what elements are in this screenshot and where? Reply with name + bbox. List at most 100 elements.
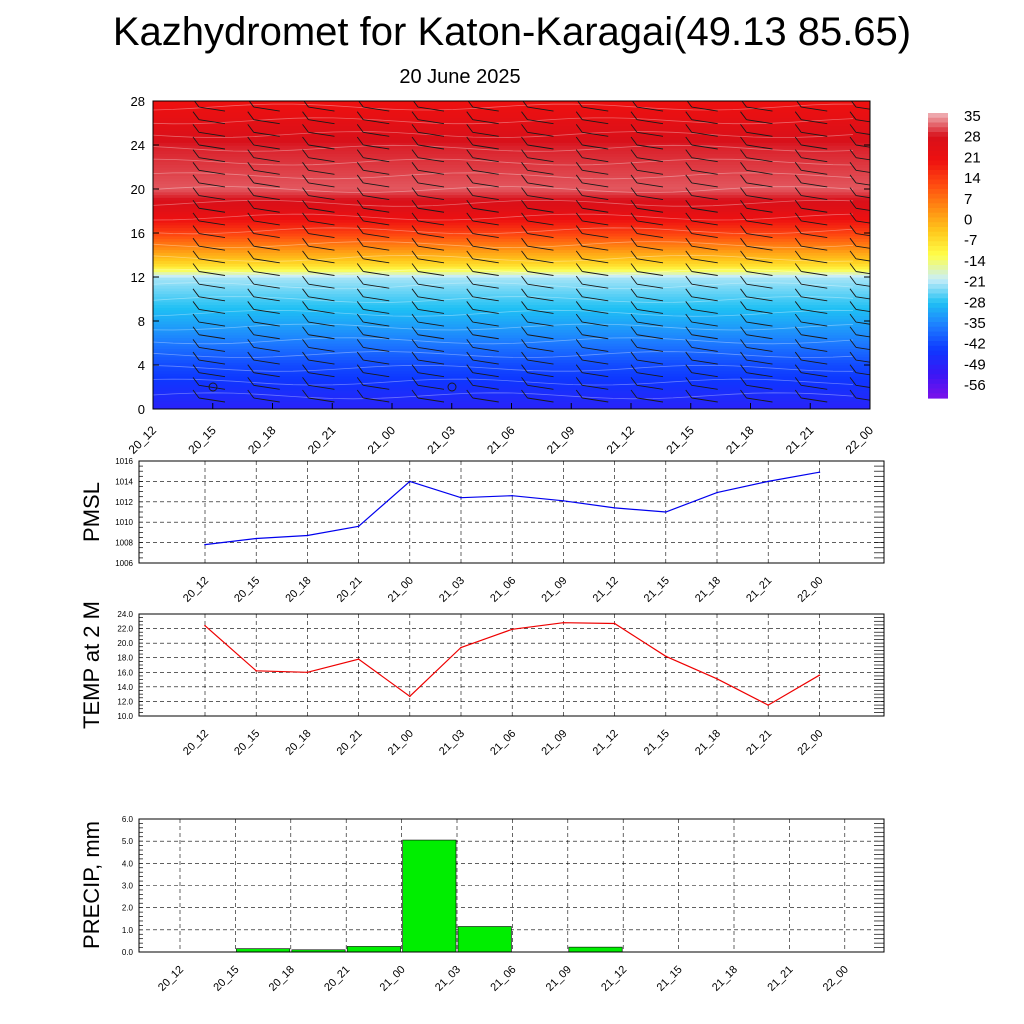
data-point	[562, 499, 565, 502]
wind-barb	[192, 199, 226, 213]
wind-barb	[685, 288, 718, 302]
wind-barb	[630, 313, 664, 327]
wind-barb	[356, 288, 390, 302]
heatmap-band	[153, 252, 870, 256]
contour-line	[153, 392, 854, 400]
wind-barb	[356, 162, 390, 175]
wind-barb	[247, 174, 280, 188]
wind-barb	[247, 326, 280, 340]
colorbar-segment	[928, 132, 948, 138]
wind-barb	[521, 250, 554, 264]
wind-barb	[192, 111, 226, 125]
x-tick-label: 21_00	[386, 575, 416, 605]
data-point	[665, 655, 667, 658]
heatmap-band	[153, 389, 870, 394]
colorbar-segment	[928, 174, 948, 181]
colorbar-segment	[928, 212, 948, 219]
wind-barb	[356, 301, 390, 314]
wind-barb	[521, 301, 554, 314]
colorbar-segment	[928, 360, 948, 366]
wind-barb	[521, 237, 554, 251]
wind-barb	[411, 225, 445, 238]
wind-barb	[794, 162, 828, 175]
wind-barb	[740, 149, 773, 163]
heatmap-band	[153, 158, 870, 163]
y-tick-label: 1014	[115, 477, 133, 486]
wind-barb	[794, 263, 828, 276]
wind-barb	[575, 187, 609, 201]
wind-barb	[192, 288, 226, 302]
wind-barb	[794, 389, 828, 403]
colorbar-segment	[928, 364, 948, 371]
wind-barb	[521, 187, 554, 201]
wind-barb	[796, 101, 828, 112]
heatmap-band	[153, 337, 870, 341]
wind-barb	[794, 212, 828, 226]
y-axis-label: TEMP at 2 M	[79, 601, 104, 729]
y-tick-label: 16	[131, 226, 145, 241]
wind-barb	[411, 339, 445, 352]
wind-barb	[685, 313, 718, 327]
wind-barb	[575, 326, 609, 340]
wind-barb	[192, 275, 226, 289]
heatmap-band	[153, 134, 870, 138]
wind-barb	[740, 250, 773, 264]
heatmap-band	[153, 164, 870, 168]
colorbar-segment	[928, 312, 948, 318]
colorbar-segment	[928, 288, 948, 295]
wind-barb	[575, 250, 609, 264]
wind-barb	[575, 136, 609, 150]
wind-barb	[521, 212, 554, 226]
wind-barb	[685, 111, 718, 125]
heatmap-band	[153, 109, 870, 113]
heatmap-band	[153, 271, 870, 275]
wind-barb	[630, 174, 664, 188]
y-tick-label: 1012	[115, 498, 133, 507]
heatmap-band	[153, 147, 870, 152]
heatmap-band	[153, 310, 870, 314]
heatmap-band	[153, 400, 870, 405]
wind-barb	[794, 136, 828, 150]
x-tick-label: 22_00	[795, 575, 825, 605]
colorbar-label: 28	[964, 129, 981, 146]
heatmap-band	[153, 301, 870, 306]
heatmap-band	[153, 175, 870, 179]
heatmap-band	[153, 114, 870, 119]
wind-barbs	[192, 101, 870, 403]
contour-line	[153, 323, 854, 331]
wind-barb	[466, 389, 499, 403]
contour-line	[153, 103, 854, 111]
data-point	[204, 543, 206, 546]
colorbar-segment	[928, 222, 948, 228]
y-tick-label: 4.0	[122, 859, 134, 868]
wind-barb	[630, 275, 664, 289]
wind-barb	[356, 313, 390, 327]
heatmap-band	[153, 257, 870, 262]
wind-barb	[356, 111, 390, 125]
wind-barb	[630, 212, 664, 226]
wind-barb	[740, 313, 773, 327]
wind-barb	[794, 149, 828, 163]
y-tick-label: 14.0	[117, 683, 133, 692]
heatmap-band	[153, 362, 870, 366]
y-tick-label: 1016	[115, 457, 133, 466]
wind-barb	[466, 339, 499, 352]
colorbar-label: 0	[964, 212, 972, 229]
wind-barb	[741, 101, 773, 112]
colorbar-segment	[928, 127, 948, 133]
x-tick-label: 21_09	[544, 423, 578, 457]
colorbar-segment	[928, 269, 948, 276]
colorbar-label: 14	[964, 170, 981, 187]
heatmap-band	[153, 136, 870, 141]
x-tick-label: 21_06	[488, 575, 518, 605]
x-tick-label: 21_00	[378, 964, 408, 994]
wind-barb	[356, 250, 390, 264]
panel-frame	[138, 613, 885, 717]
heatmap-band	[153, 200, 870, 204]
wind-barb	[849, 124, 870, 135]
y-tick-label: 3.0	[122, 882, 134, 891]
wind-barb	[849, 225, 870, 237]
colorbar-label: 21	[964, 149, 981, 166]
heatmap-band	[153, 392, 870, 396]
wind-barb	[849, 351, 870, 363]
